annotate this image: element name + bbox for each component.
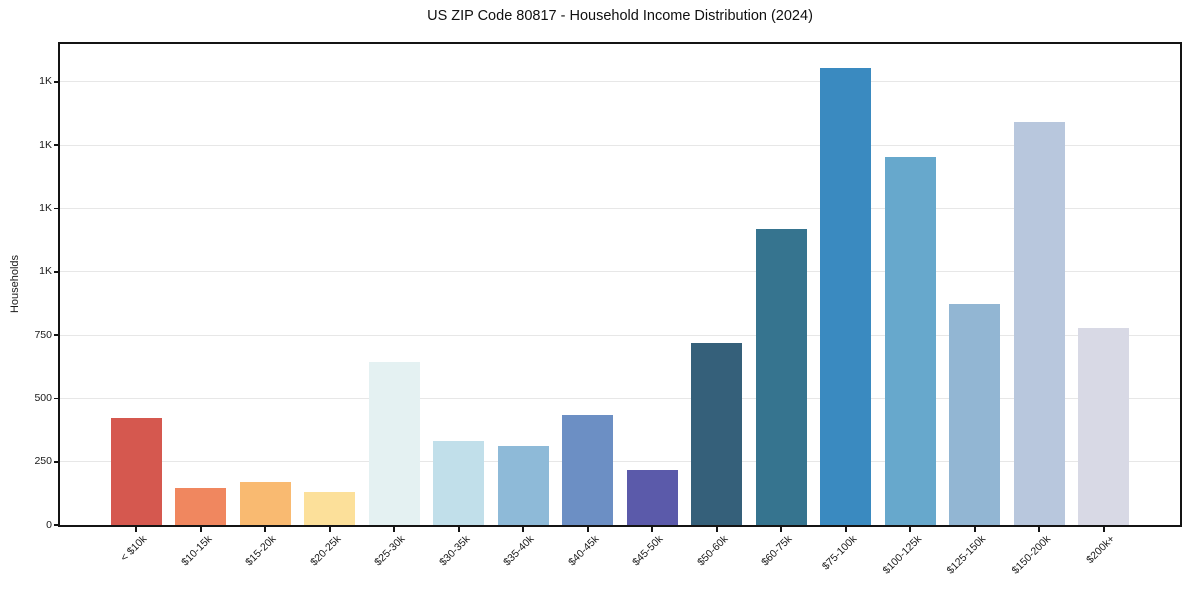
gridline: [60, 271, 1180, 273]
y-tick-mark: [54, 334, 60, 336]
x-tick-mark: [1102, 527, 1105, 532]
gridline: [60, 334, 1180, 336]
x-tick-label: $20-25k: [307, 533, 344, 569]
bar: [562, 415, 614, 525]
gridline: [60, 397, 1180, 399]
y-tick-mark: [54, 144, 60, 147]
x-tick-mark: [586, 527, 589, 532]
x-tick-label: $100-125k: [880, 533, 924, 577]
x-tick-mark: [264, 527, 267, 532]
bar: [949, 304, 1001, 525]
y-tick-label: 1K: [39, 265, 52, 278]
x-tick-mark: [715, 527, 718, 532]
x-tick-mark: [393, 527, 396, 532]
gridline: [60, 461, 1180, 463]
x-tick-label: $200k+: [1084, 533, 1118, 567]
x-tick-label: $40-45k: [565, 533, 602, 569]
x-tick-label: $125-150k: [944, 533, 989, 577]
y-tick-label: 500: [34, 391, 52, 404]
x-tick-label: $35-40k: [501, 533, 537, 569]
x-tick-mark: [651, 527, 654, 532]
bar: [433, 441, 485, 525]
plot-area: [58, 42, 1182, 527]
bar: [820, 68, 872, 525]
x-tick-label: $60-75k: [759, 533, 795, 569]
x-tick-label: $45-50k: [630, 533, 666, 569]
y-tick-label: 750: [34, 328, 52, 341]
gridline: [60, 208, 1180, 210]
bar: [110, 417, 162, 525]
bar: [175, 487, 227, 525]
x-tick-mark: [135, 527, 138, 532]
bar: [691, 342, 743, 525]
bar: [884, 157, 936, 525]
x-tick-label: $30-35k: [436, 533, 473, 569]
y-tick-label: 1K: [39, 75, 52, 88]
x-tick-mark: [457, 527, 460, 532]
bar: [239, 481, 291, 525]
x-tick-mark: [844, 527, 847, 532]
x-tick-label: < $10k: [118, 533, 150, 564]
y-tick-mark: [54, 397, 60, 400]
gridline: [60, 81, 1180, 83]
bar: [497, 445, 549, 525]
x-tick-mark: [199, 527, 202, 532]
x-tick-mark: [1038, 527, 1041, 532]
x-tick-label: $15-20k: [243, 533, 279, 569]
y-tick-mark: [54, 271, 60, 273]
x-tick-label: $75-100k: [819, 533, 860, 573]
y-tick-mark: [54, 460, 60, 463]
chart-title: US ZIP Code 80817 - Household Income Dis…: [427, 8, 813, 24]
y-tick-label: 1K: [39, 138, 52, 151]
y-tick-mark: [54, 81, 60, 83]
x-tick-mark: [328, 527, 331, 532]
x-tick-mark: [909, 527, 912, 532]
x-tick-mark: [973, 527, 976, 532]
x-tick-label: $150-200k: [1009, 533, 1053, 577]
y-tick-mark: [54, 207, 60, 210]
bar: [626, 469, 678, 525]
bar: [368, 361, 420, 525]
x-tick-mark: [780, 527, 783, 532]
x-tick-mark: [522, 527, 525, 532]
y-tick-mark: [54, 524, 60, 526]
y-tick-label: 0: [46, 518, 52, 531]
bar: [304, 491, 356, 525]
bar: [755, 229, 807, 525]
x-tick-label: $50-60k: [694, 533, 731, 569]
bar: [1013, 121, 1065, 525]
bar: [1078, 327, 1130, 525]
gridline: [60, 144, 1180, 146]
y-axis-title: Households: [9, 254, 21, 314]
x-tick-label: $10-15k: [178, 533, 215, 569]
x-tick-label: $25-30k: [372, 533, 408, 569]
y-tick-label: 1K: [39, 202, 52, 215]
y-tick-label: 250: [34, 455, 52, 468]
